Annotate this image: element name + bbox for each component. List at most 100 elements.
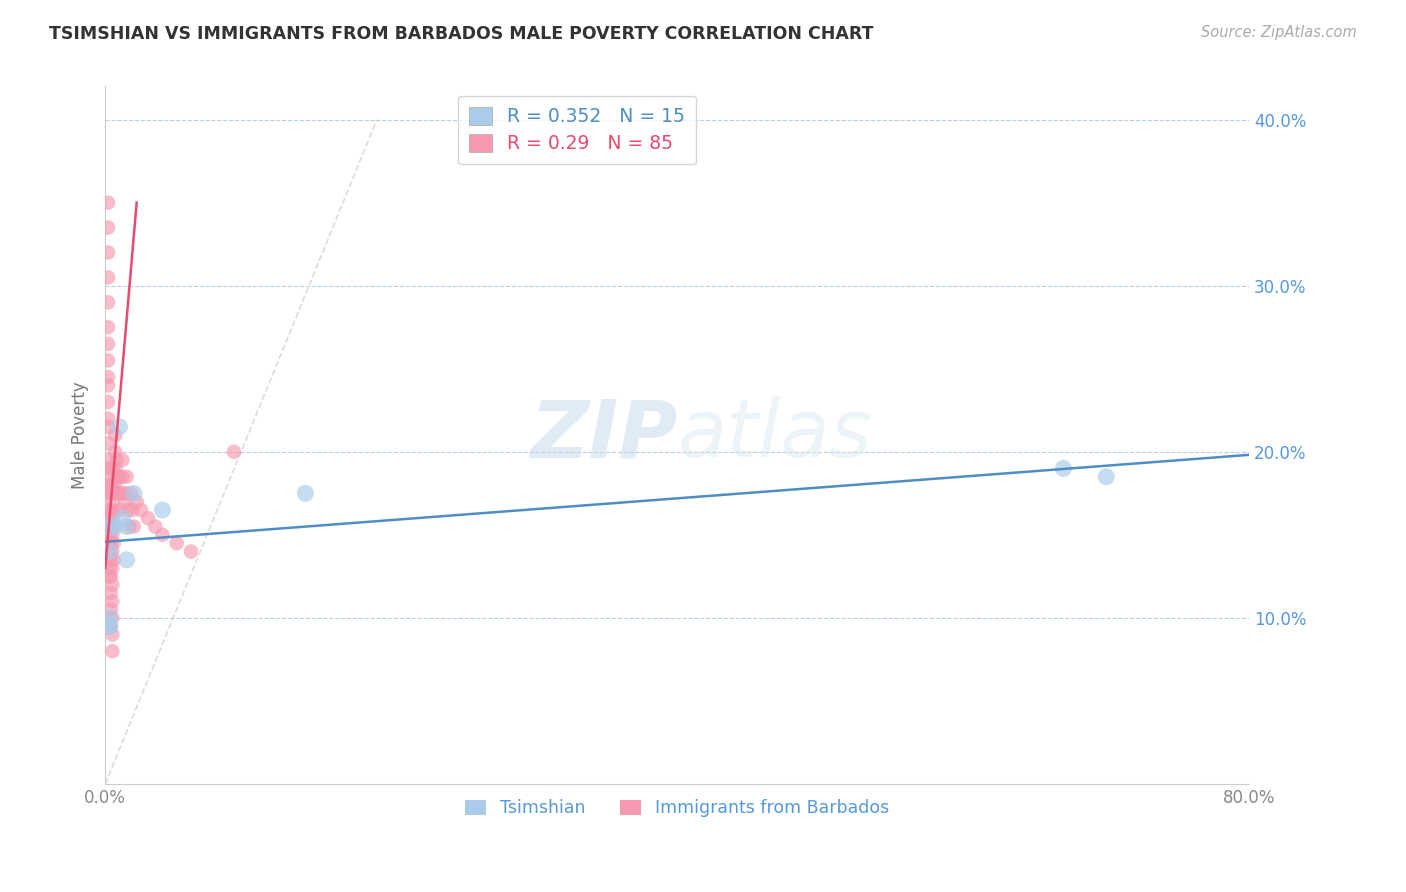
Point <box>108 486 131 500</box>
Point <box>100 536 122 550</box>
Point <box>97 220 120 235</box>
Point <box>98 519 121 533</box>
Point <box>97 320 120 334</box>
Point <box>98 544 121 558</box>
Legend: Tsimshian, Immigrants from Barbados: Tsimshian, Immigrants from Barbados <box>458 792 896 824</box>
Point <box>98 619 121 633</box>
Y-axis label: Male Poverty: Male Poverty <box>72 382 89 489</box>
Point <box>108 469 131 483</box>
Point <box>103 536 125 550</box>
Point <box>107 486 129 500</box>
Point <box>103 519 125 533</box>
Point <box>100 553 122 567</box>
Point <box>108 503 131 517</box>
Point <box>103 486 125 500</box>
Point <box>115 469 138 483</box>
Point <box>1052 461 1074 475</box>
Point <box>100 586 122 600</box>
Point <box>98 486 121 500</box>
Point <box>101 494 124 508</box>
Point <box>111 469 134 483</box>
Point <box>112 486 135 500</box>
Point <box>97 353 120 368</box>
Point <box>101 461 124 475</box>
Point <box>100 619 122 633</box>
Text: atlas: atlas <box>678 396 872 475</box>
Point <box>97 245 120 260</box>
Point <box>117 503 139 517</box>
Point <box>152 503 174 517</box>
Point <box>105 486 128 500</box>
Text: TSIMSHIAN VS IMMIGRANTS FROM BARBADOS MALE POVERTY CORRELATION CHART: TSIMSHIAN VS IMMIGRANTS FROM BARBADOS MA… <box>49 25 873 43</box>
Point <box>104 519 127 533</box>
Point <box>122 519 145 533</box>
Point <box>97 395 120 409</box>
Point <box>107 469 129 483</box>
Point <box>98 469 121 483</box>
Point <box>115 553 138 567</box>
Point <box>98 478 121 492</box>
Point <box>101 478 124 492</box>
Point <box>97 336 120 351</box>
Point <box>100 519 122 533</box>
Point <box>114 494 136 508</box>
Point <box>120 486 142 500</box>
Point <box>101 644 124 658</box>
Point <box>101 578 124 592</box>
Point <box>105 453 128 467</box>
Point <box>111 453 134 467</box>
Point <box>115 519 138 533</box>
Point <box>129 503 152 517</box>
Point <box>152 528 174 542</box>
Point <box>101 627 124 641</box>
Point <box>100 569 122 583</box>
Point <box>125 494 148 508</box>
Point <box>97 370 120 384</box>
Point <box>122 486 145 500</box>
Point <box>97 420 120 434</box>
Point <box>101 561 124 575</box>
Point <box>104 461 127 475</box>
Point <box>101 528 124 542</box>
Point <box>104 428 127 442</box>
Text: ZIP: ZIP <box>530 396 678 475</box>
Point <box>1095 469 1118 483</box>
Point <box>100 503 122 517</box>
Point <box>98 528 121 542</box>
Point <box>108 420 131 434</box>
Point <box>115 486 138 500</box>
Point <box>111 511 134 525</box>
Point <box>98 536 121 550</box>
Point <box>101 511 124 525</box>
Point <box>97 270 120 285</box>
Point <box>97 378 120 392</box>
Point <box>97 453 120 467</box>
Point <box>100 486 122 500</box>
Point <box>97 436 120 450</box>
Point <box>97 195 120 210</box>
Point <box>104 445 127 459</box>
Point <box>118 519 141 533</box>
Point <box>180 544 202 558</box>
Point <box>121 503 143 517</box>
Text: Source: ZipAtlas.com: Source: ZipAtlas.com <box>1201 25 1357 40</box>
Point <box>101 594 124 608</box>
Point <box>222 445 245 459</box>
Point <box>105 469 128 483</box>
Point <box>98 611 121 625</box>
Point <box>101 544 124 558</box>
Point <box>98 544 121 558</box>
Point <box>98 553 121 567</box>
Point <box>98 461 121 475</box>
Point <box>98 619 121 633</box>
Point <box>97 411 120 425</box>
Point <box>103 503 125 517</box>
Point <box>101 611 124 625</box>
Point <box>98 511 121 525</box>
Point <box>143 519 166 533</box>
Point <box>294 486 316 500</box>
Point <box>98 561 121 575</box>
Point <box>98 519 121 533</box>
Point <box>98 569 121 583</box>
Point <box>166 536 188 550</box>
